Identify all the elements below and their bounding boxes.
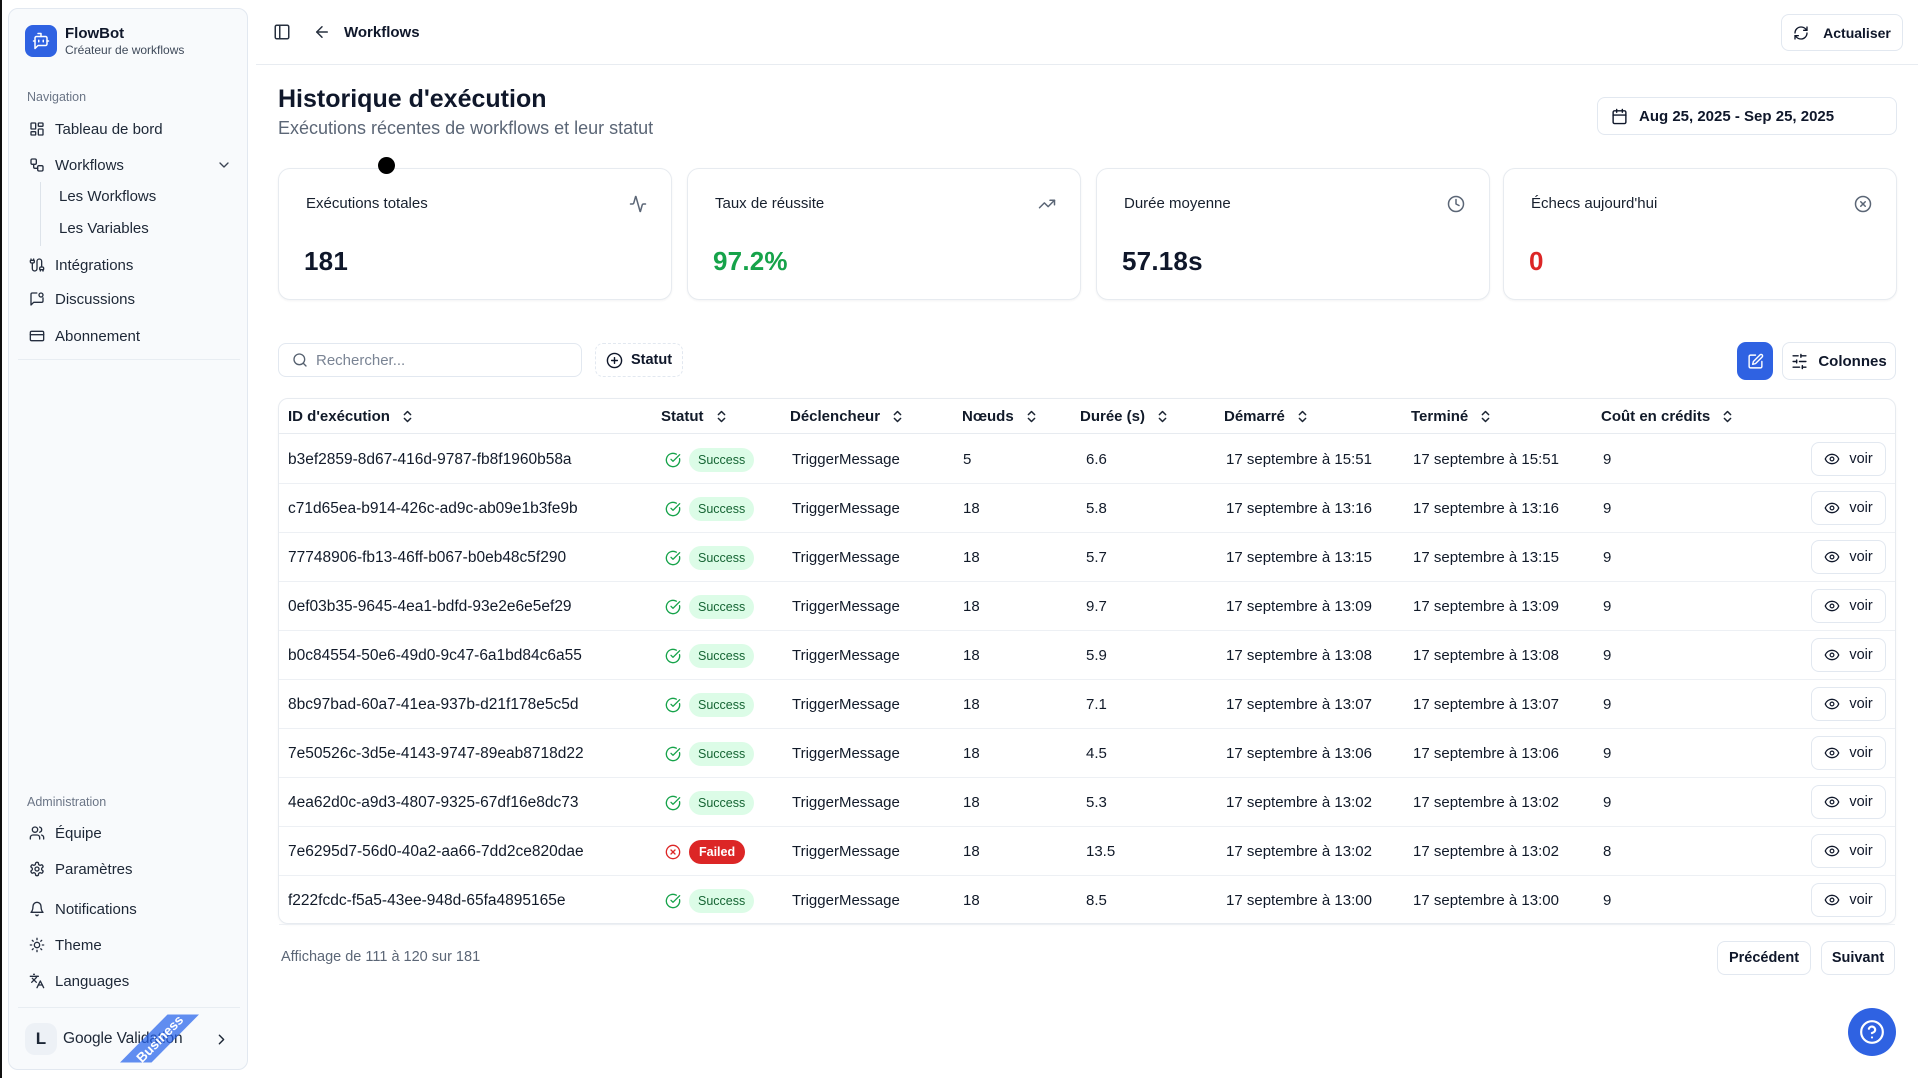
svg-text:Business: Business — [133, 1012, 186, 1065]
